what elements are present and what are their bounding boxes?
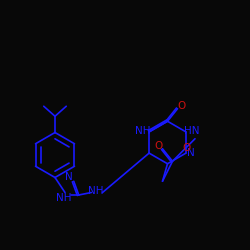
Text: NH: NH — [56, 193, 72, 203]
Text: O: O — [154, 141, 163, 151]
Text: O: O — [177, 101, 186, 111]
Text: HN: HN — [184, 126, 200, 136]
Text: N: N — [187, 148, 195, 158]
Text: N: N — [65, 172, 72, 182]
Text: NH: NH — [135, 126, 150, 136]
Text: O: O — [182, 143, 190, 153]
Text: NH: NH — [88, 186, 104, 196]
